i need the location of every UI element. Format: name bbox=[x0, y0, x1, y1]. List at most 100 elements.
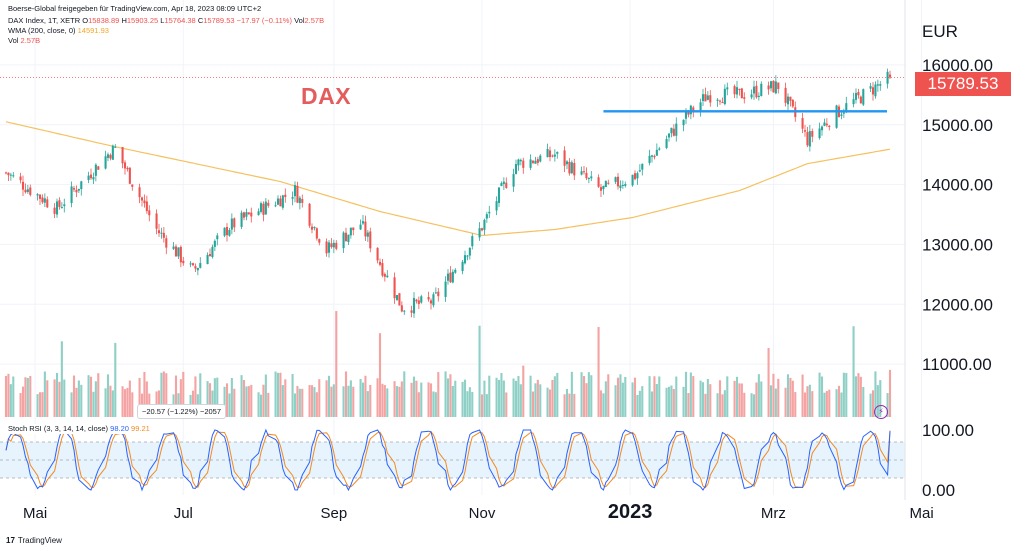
stoch-tick-label: 0.00 bbox=[922, 481, 955, 500]
volume-bar bbox=[369, 384, 372, 417]
candle-body bbox=[721, 102, 724, 104]
x-tick-label: Mai bbox=[909, 505, 933, 522]
volume-bars bbox=[4, 311, 892, 417]
candle-body bbox=[213, 240, 216, 247]
tradingview-footer[interactable]: 17 TradingView bbox=[6, 536, 62, 545]
x-tick-label: 2023 bbox=[608, 501, 653, 523]
volume-bar bbox=[738, 383, 741, 417]
candle-body bbox=[495, 201, 498, 211]
candle-body bbox=[743, 97, 746, 99]
stoch-legend[interactable]: Stoch RSI (3, 3, 14, 14, close) 98.20 99… bbox=[6, 424, 152, 434]
volume-bar bbox=[837, 385, 841, 417]
volume-bar bbox=[772, 373, 775, 417]
candle-body bbox=[257, 211, 260, 216]
grid bbox=[0, 0, 923, 495]
volume-bar bbox=[165, 373, 168, 417]
volume-bar bbox=[667, 386, 671, 417]
candle-body bbox=[21, 181, 25, 190]
candle-body bbox=[478, 228, 481, 238]
volume-bar bbox=[689, 372, 692, 417]
volume-bar bbox=[803, 392, 807, 417]
dax-annotation: DAX bbox=[301, 83, 352, 109]
volume-bar bbox=[463, 379, 467, 417]
volume-bar bbox=[123, 389, 127, 417]
volume-bar bbox=[276, 372, 280, 417]
volume-bar bbox=[58, 381, 61, 417]
volume-bar bbox=[582, 376, 586, 417]
volume-bar bbox=[621, 382, 624, 417]
volume-bar bbox=[854, 376, 858, 417]
candle-body bbox=[852, 99, 855, 105]
volume-bar bbox=[699, 380, 702, 417]
volume-bar bbox=[539, 384, 542, 417]
volume-bar bbox=[308, 385, 311, 417]
candle-body bbox=[177, 247, 180, 257]
stoch-tick-label: 100.00 bbox=[922, 421, 974, 440]
ohlc-legend[interactable]: DAX Index, 1T, XETR O15838.89 H15903.25 … bbox=[8, 16, 324, 26]
wma-legend[interactable]: WMA (200, close, 0) 14591.93 bbox=[8, 26, 109, 36]
candle-body bbox=[529, 159, 532, 168]
low-value: 15764.38 bbox=[164, 16, 196, 25]
volume-bar bbox=[794, 392, 797, 417]
candle-body bbox=[483, 219, 486, 230]
candle-body bbox=[497, 187, 501, 203]
candle-body bbox=[208, 254, 212, 257]
close-value: 15789.53 bbox=[203, 16, 235, 25]
volume-bar bbox=[145, 381, 148, 417]
volume-bar bbox=[563, 394, 566, 417]
candle-body bbox=[315, 228, 318, 239]
volume-bar bbox=[709, 384, 712, 417]
candle-body bbox=[582, 171, 586, 173]
volume-bar bbox=[449, 374, 452, 417]
volume-bar bbox=[247, 386, 250, 417]
candle-body bbox=[291, 197, 294, 199]
vol-legend[interactable]: Vol 2.57B bbox=[8, 36, 40, 46]
candle-body bbox=[772, 80, 775, 93]
volume-bar bbox=[786, 374, 790, 417]
candle-body bbox=[123, 162, 127, 169]
candle-body bbox=[580, 171, 583, 175]
volume-bar bbox=[80, 384, 83, 417]
volume-bar bbox=[432, 391, 435, 417]
volume-bar bbox=[53, 379, 56, 417]
volume-bar bbox=[808, 384, 811, 417]
volume-bar bbox=[446, 378, 450, 417]
candle-body bbox=[859, 96, 862, 104]
volume-bar bbox=[106, 374, 110, 417]
candle-body bbox=[517, 159, 520, 166]
candle-body bbox=[682, 119, 685, 126]
candle-body bbox=[806, 132, 809, 146]
volume-bar bbox=[682, 386, 685, 417]
volume-bar bbox=[383, 385, 386, 417]
volume-bar bbox=[599, 390, 603, 417]
lightning-icon[interactable]: ⚡ bbox=[874, 405, 888, 419]
volume-bar bbox=[886, 393, 889, 417]
volume-bar bbox=[820, 376, 824, 417]
currency-label: EUR bbox=[922, 22, 958, 41]
volume-bar bbox=[811, 391, 814, 417]
volume-bar bbox=[434, 392, 437, 417]
candle-body bbox=[553, 154, 556, 157]
volume-bar bbox=[310, 385, 314, 417]
candle-body bbox=[36, 194, 39, 196]
candle-body bbox=[461, 261, 464, 271]
volume-bar bbox=[296, 386, 299, 417]
candle-body bbox=[429, 300, 433, 304]
volume-bar bbox=[755, 382, 758, 417]
volume-bar bbox=[162, 371, 165, 417]
volume-bar bbox=[842, 372, 845, 417]
volume-bar bbox=[378, 333, 382, 417]
volume-bar bbox=[701, 382, 705, 417]
candle-body bbox=[655, 149, 658, 156]
volume-value: 2.57B bbox=[304, 16, 325, 25]
candle-body bbox=[162, 232, 165, 238]
volume-bar bbox=[616, 377, 620, 417]
candle-body bbox=[587, 177, 590, 179]
volume-bar bbox=[228, 393, 231, 417]
candle-body bbox=[410, 310, 413, 313]
candle-body bbox=[614, 177, 617, 182]
volume-bar bbox=[665, 387, 668, 417]
volume-bar bbox=[655, 383, 658, 417]
y-tick-label: 11000.00 bbox=[922, 355, 992, 374]
